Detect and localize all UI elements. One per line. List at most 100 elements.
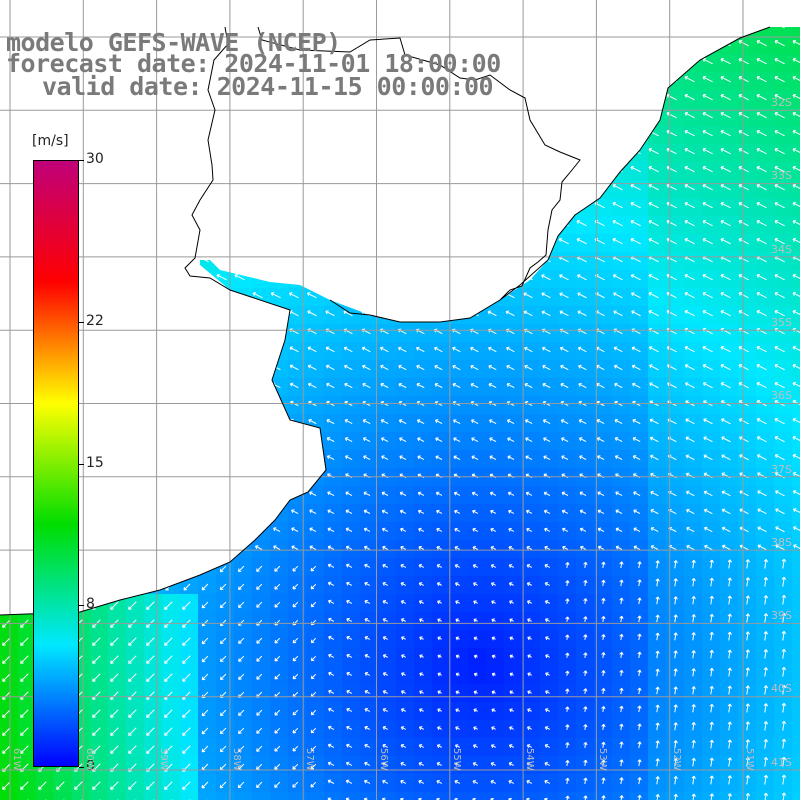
wind-arrow xyxy=(774,237,785,245)
wind-arrow xyxy=(702,147,713,155)
wind-cell xyxy=(792,540,800,559)
wind-arrow xyxy=(507,437,515,442)
wind-arrow xyxy=(702,129,713,137)
wind-cell xyxy=(792,360,800,379)
wind-arrow xyxy=(470,382,479,389)
wind-cell xyxy=(792,306,800,325)
wind-cell xyxy=(162,792,181,800)
wind-arrow xyxy=(720,345,731,353)
wind-arrow xyxy=(630,219,641,227)
wind-arrow xyxy=(542,364,551,371)
wind-cell xyxy=(792,234,800,253)
wind-arrow xyxy=(523,310,533,317)
wind-arrow xyxy=(362,437,371,443)
wind-arrow xyxy=(703,436,713,443)
wind-arrow xyxy=(738,381,749,389)
wind-arrow xyxy=(614,437,623,443)
wind-arrow xyxy=(720,57,731,65)
colorbar-tick-label: 30 xyxy=(86,151,104,167)
wind-cell xyxy=(792,522,800,541)
wind-arrow xyxy=(774,273,785,281)
wind-cell xyxy=(792,54,800,73)
wind-arrow xyxy=(524,364,533,371)
wind-arrow xyxy=(702,345,713,353)
wind-arrow xyxy=(792,219,800,226)
wind-arrow xyxy=(613,346,623,353)
lon-label: 57W xyxy=(304,748,316,771)
wind-arrow xyxy=(543,437,551,443)
wind-arrow xyxy=(792,309,800,316)
wind-cell xyxy=(108,792,127,800)
wind-arrow xyxy=(416,419,425,425)
wind-arrow xyxy=(506,364,515,371)
wind-cell xyxy=(468,792,487,800)
wind-cell xyxy=(252,792,271,800)
wind-cell xyxy=(666,792,685,800)
wind-arrow xyxy=(756,345,767,353)
wind-arrow xyxy=(684,165,695,173)
wind-cell xyxy=(792,90,800,109)
wind-arrow xyxy=(361,346,371,353)
wind-arrow xyxy=(756,147,767,155)
wind-arrow xyxy=(792,381,800,388)
wind-arrow xyxy=(289,364,299,371)
wind-arrow xyxy=(398,364,407,371)
wind-arrow xyxy=(560,419,569,425)
wind-arrow xyxy=(380,437,389,443)
wind-arrow xyxy=(434,382,443,389)
wind-arrow xyxy=(416,364,425,371)
wind-arrow xyxy=(343,346,353,353)
wind-arrow xyxy=(649,436,659,443)
wind-arrow xyxy=(614,418,623,425)
wind-cell xyxy=(702,792,721,800)
wind-arrow xyxy=(559,346,569,353)
wind-arrow xyxy=(684,129,695,137)
wind-cell xyxy=(234,792,253,800)
wind-arrow xyxy=(684,291,695,299)
wind-arrow xyxy=(684,273,695,281)
wind-cell xyxy=(774,792,793,800)
wind-cell xyxy=(792,738,800,757)
wind-arrow xyxy=(684,93,695,101)
wind-arrow xyxy=(738,309,749,317)
wind-arrow xyxy=(577,346,587,353)
colorbar-tick-label: 15 xyxy=(86,454,104,471)
wind-cell xyxy=(306,792,325,800)
wind-arrow xyxy=(774,201,785,209)
wind-arrow xyxy=(648,291,659,299)
wind-arrow xyxy=(720,363,731,371)
wind-arrow xyxy=(738,291,749,299)
valid-date: valid date: 2024-11-15 00:00:00 xyxy=(42,72,494,101)
lon-label: 55W xyxy=(450,748,462,771)
wind-arrow xyxy=(576,219,587,227)
wind-arrow xyxy=(756,436,767,443)
wind-arrow xyxy=(559,292,569,299)
colorbar-tick-label: 8 xyxy=(86,596,95,613)
wind-cell xyxy=(792,144,800,163)
wind-cell xyxy=(792,270,800,289)
lat-label: 40S xyxy=(771,682,792,696)
wind-arrow xyxy=(560,364,569,371)
wind-arrow xyxy=(632,436,641,443)
wind-cell xyxy=(792,252,800,271)
wind-arrow xyxy=(756,381,767,389)
wind-cell xyxy=(792,702,800,721)
wind-arrow xyxy=(720,382,731,389)
colorbar xyxy=(33,160,79,767)
wind-arrow xyxy=(649,382,659,389)
wind-arrow xyxy=(506,382,515,389)
wind-arrow xyxy=(434,346,443,353)
wind-arrow xyxy=(774,57,785,65)
wind-arrow xyxy=(684,364,695,371)
wind-arrow xyxy=(434,364,443,371)
wind-arrow xyxy=(792,93,800,100)
wind-cell xyxy=(792,594,800,613)
wind-cell xyxy=(792,756,800,775)
wind-arrow xyxy=(756,93,767,101)
wind-arrow xyxy=(399,437,407,443)
wind-arrow xyxy=(578,437,587,443)
wind-arrow xyxy=(506,419,515,425)
wind-arrow xyxy=(702,309,713,317)
lon-label: 52W xyxy=(670,748,682,771)
